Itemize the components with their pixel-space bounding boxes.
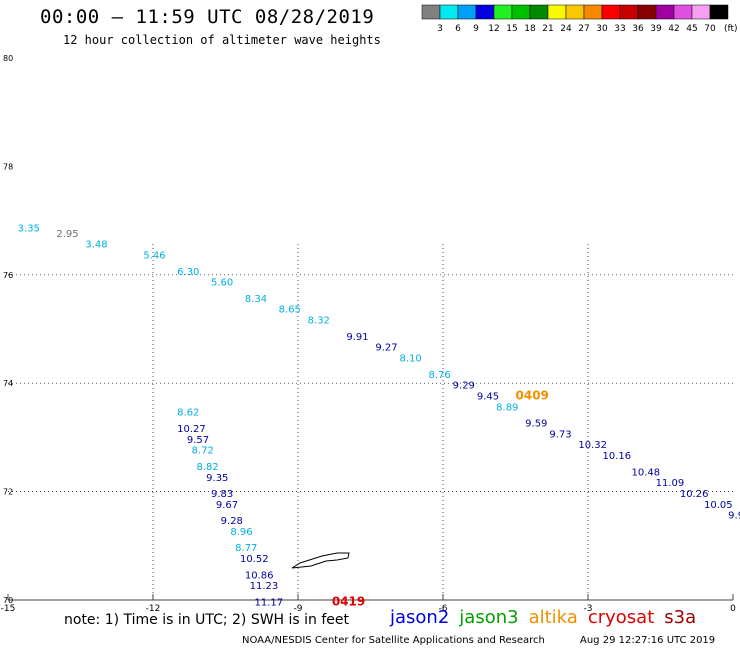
wave-height-label: 11.17 — [255, 597, 284, 608]
wave-height-label: 3.35 — [18, 223, 40, 234]
chart-title: 00:00 – 11:59 UTC 08/28/2019 — [40, 6, 375, 28]
wave-height-label: 5.60 — [211, 278, 233, 289]
x-tick-label: -15 — [1, 604, 16, 614]
satellite-legend: jason2 jason3 altika cryosat s3a — [390, 607, 706, 628]
legend-tick-label: 33 — [614, 24, 625, 34]
x-tick-label: -6 — [439, 604, 448, 614]
y-tick-label: 78 — [3, 162, 13, 171]
wave-height-label: 9.67 — [216, 500, 238, 511]
wave-height-label: 10.26 — [680, 489, 709, 500]
wave-height-label: 10.27 — [177, 424, 206, 435]
wave-height-label: 9.95 — [728, 511, 740, 522]
chart-subtitle: 12 hour collection of altimeter wave hei… — [63, 33, 381, 47]
x-tick-label: -12 — [146, 604, 161, 614]
wave-height-label: 8.62 — [177, 408, 199, 419]
wave-height-label: 9.59 — [525, 419, 547, 430]
island-outline — [291, 552, 350, 569]
wave-height-label: 9.91 — [346, 332, 368, 343]
legend-tick-label: 3 — [437, 24, 443, 34]
x-tick-label: -9 — [294, 604, 303, 614]
wave-height-label: 9.45 — [477, 391, 499, 402]
x-tick-label: -3 — [584, 604, 593, 614]
legend-tick-label: 27 — [578, 24, 589, 34]
wave-height-label: 9.29 — [453, 381, 475, 392]
wave-height-label: 10.86 — [245, 570, 274, 581]
wave-height-label: 5.46 — [143, 251, 165, 262]
x-tick-label: 0 — [730, 604, 736, 614]
wave-height-label: 10.05 — [704, 500, 733, 511]
legend-tick-label: 36 — [632, 24, 644, 34]
wave-height-label: 8.32 — [308, 316, 330, 327]
wave-height-label: 8.89 — [496, 402, 518, 413]
y-tick-label: 74 — [3, 379, 13, 388]
legend-swatch — [709, 4, 729, 20]
y-tick-label: 70 — [3, 596, 13, 605]
time-annotation: 0409 — [516, 388, 549, 402]
footnote: note: 1) Time is in UTC; 2) SWH is in fe… — [64, 612, 350, 628]
satellite-name: jason3 — [459, 607, 519, 628]
y-tick-label: 80 — [3, 54, 13, 63]
wave-height-label: 9.57 — [187, 435, 209, 446]
footer-credit: NOAA/NESDIS Center for Satellite Applica… — [242, 635, 545, 646]
y-tick-label: 72 — [3, 488, 13, 497]
legend-tick-label: 9 — [473, 24, 479, 34]
legend-tick-label: 18 — [524, 24, 536, 34]
legend-tick-label: 15 — [506, 24, 517, 34]
wave-height-label: 10.16 — [603, 451, 632, 462]
wave-height-label: 2.95 — [56, 229, 78, 240]
wave-height-label: 8.65 — [279, 305, 301, 316]
wave-height-label: 9.27 — [375, 343, 397, 354]
wave-height-label: 8.96 — [230, 527, 252, 538]
time-annotation: 0419 — [332, 594, 365, 608]
wave-height-label: 8.10 — [400, 354, 422, 365]
y-tick-label: 76 — [3, 271, 13, 280]
satellite-name: cryosat — [587, 607, 655, 628]
legend-tick-label: 12 — [488, 24, 499, 34]
wave-height-label: 8.34 — [245, 294, 267, 305]
color-legend: 3 6 9 12 15 18 21 24 27 30 33 36 39 42 45 70 (ft) — [421, 4, 738, 34]
wave-height-label: 8.82 — [197, 462, 219, 473]
wave-height-label: 8.76 — [429, 370, 451, 381]
legend-tick-label: 70 — [704, 24, 716, 34]
wave-height-label: 8.77 — [235, 543, 257, 554]
wave-height-label: 8.72 — [192, 446, 214, 457]
wave-height-label: 9.28 — [221, 516, 243, 527]
legend-tick-label: 21 — [542, 24, 553, 34]
wave-height-label: 6.30 — [177, 267, 199, 278]
footer-timestamp: Aug 29 12:27:16 UTC 2019 — [580, 635, 716, 646]
wave-height-label: 9.35 — [206, 473, 228, 484]
satellite-name: altika — [528, 607, 578, 628]
legend-tick-label: 45 — [686, 24, 697, 34]
wave-height-label: 3.48 — [85, 240, 107, 251]
legend-unit: (ft) — [724, 24, 738, 34]
legend-tick-label: 6 — [455, 24, 461, 34]
wave-height-label: 11.09 — [656, 478, 685, 489]
wave-height-label: 9.73 — [549, 429, 571, 440]
legend-tick-label: 39 — [650, 24, 662, 34]
legend-tick-label: 42 — [668, 24, 679, 34]
wave-height-label: 11.23 — [250, 581, 279, 592]
wave-height-label: 9.83 — [211, 489, 233, 500]
satellite-name: jason2 — [390, 607, 450, 628]
wave-height-label: 10.48 — [632, 467, 661, 478]
legend-tick-label: 24 — [560, 24, 572, 34]
satellite-name: s3a — [664, 607, 697, 628]
wave-height-label: 10.32 — [578, 440, 607, 451]
wave-height-label: 10.52 — [240, 554, 269, 565]
legend-tick-label: 30 — [596, 24, 608, 34]
